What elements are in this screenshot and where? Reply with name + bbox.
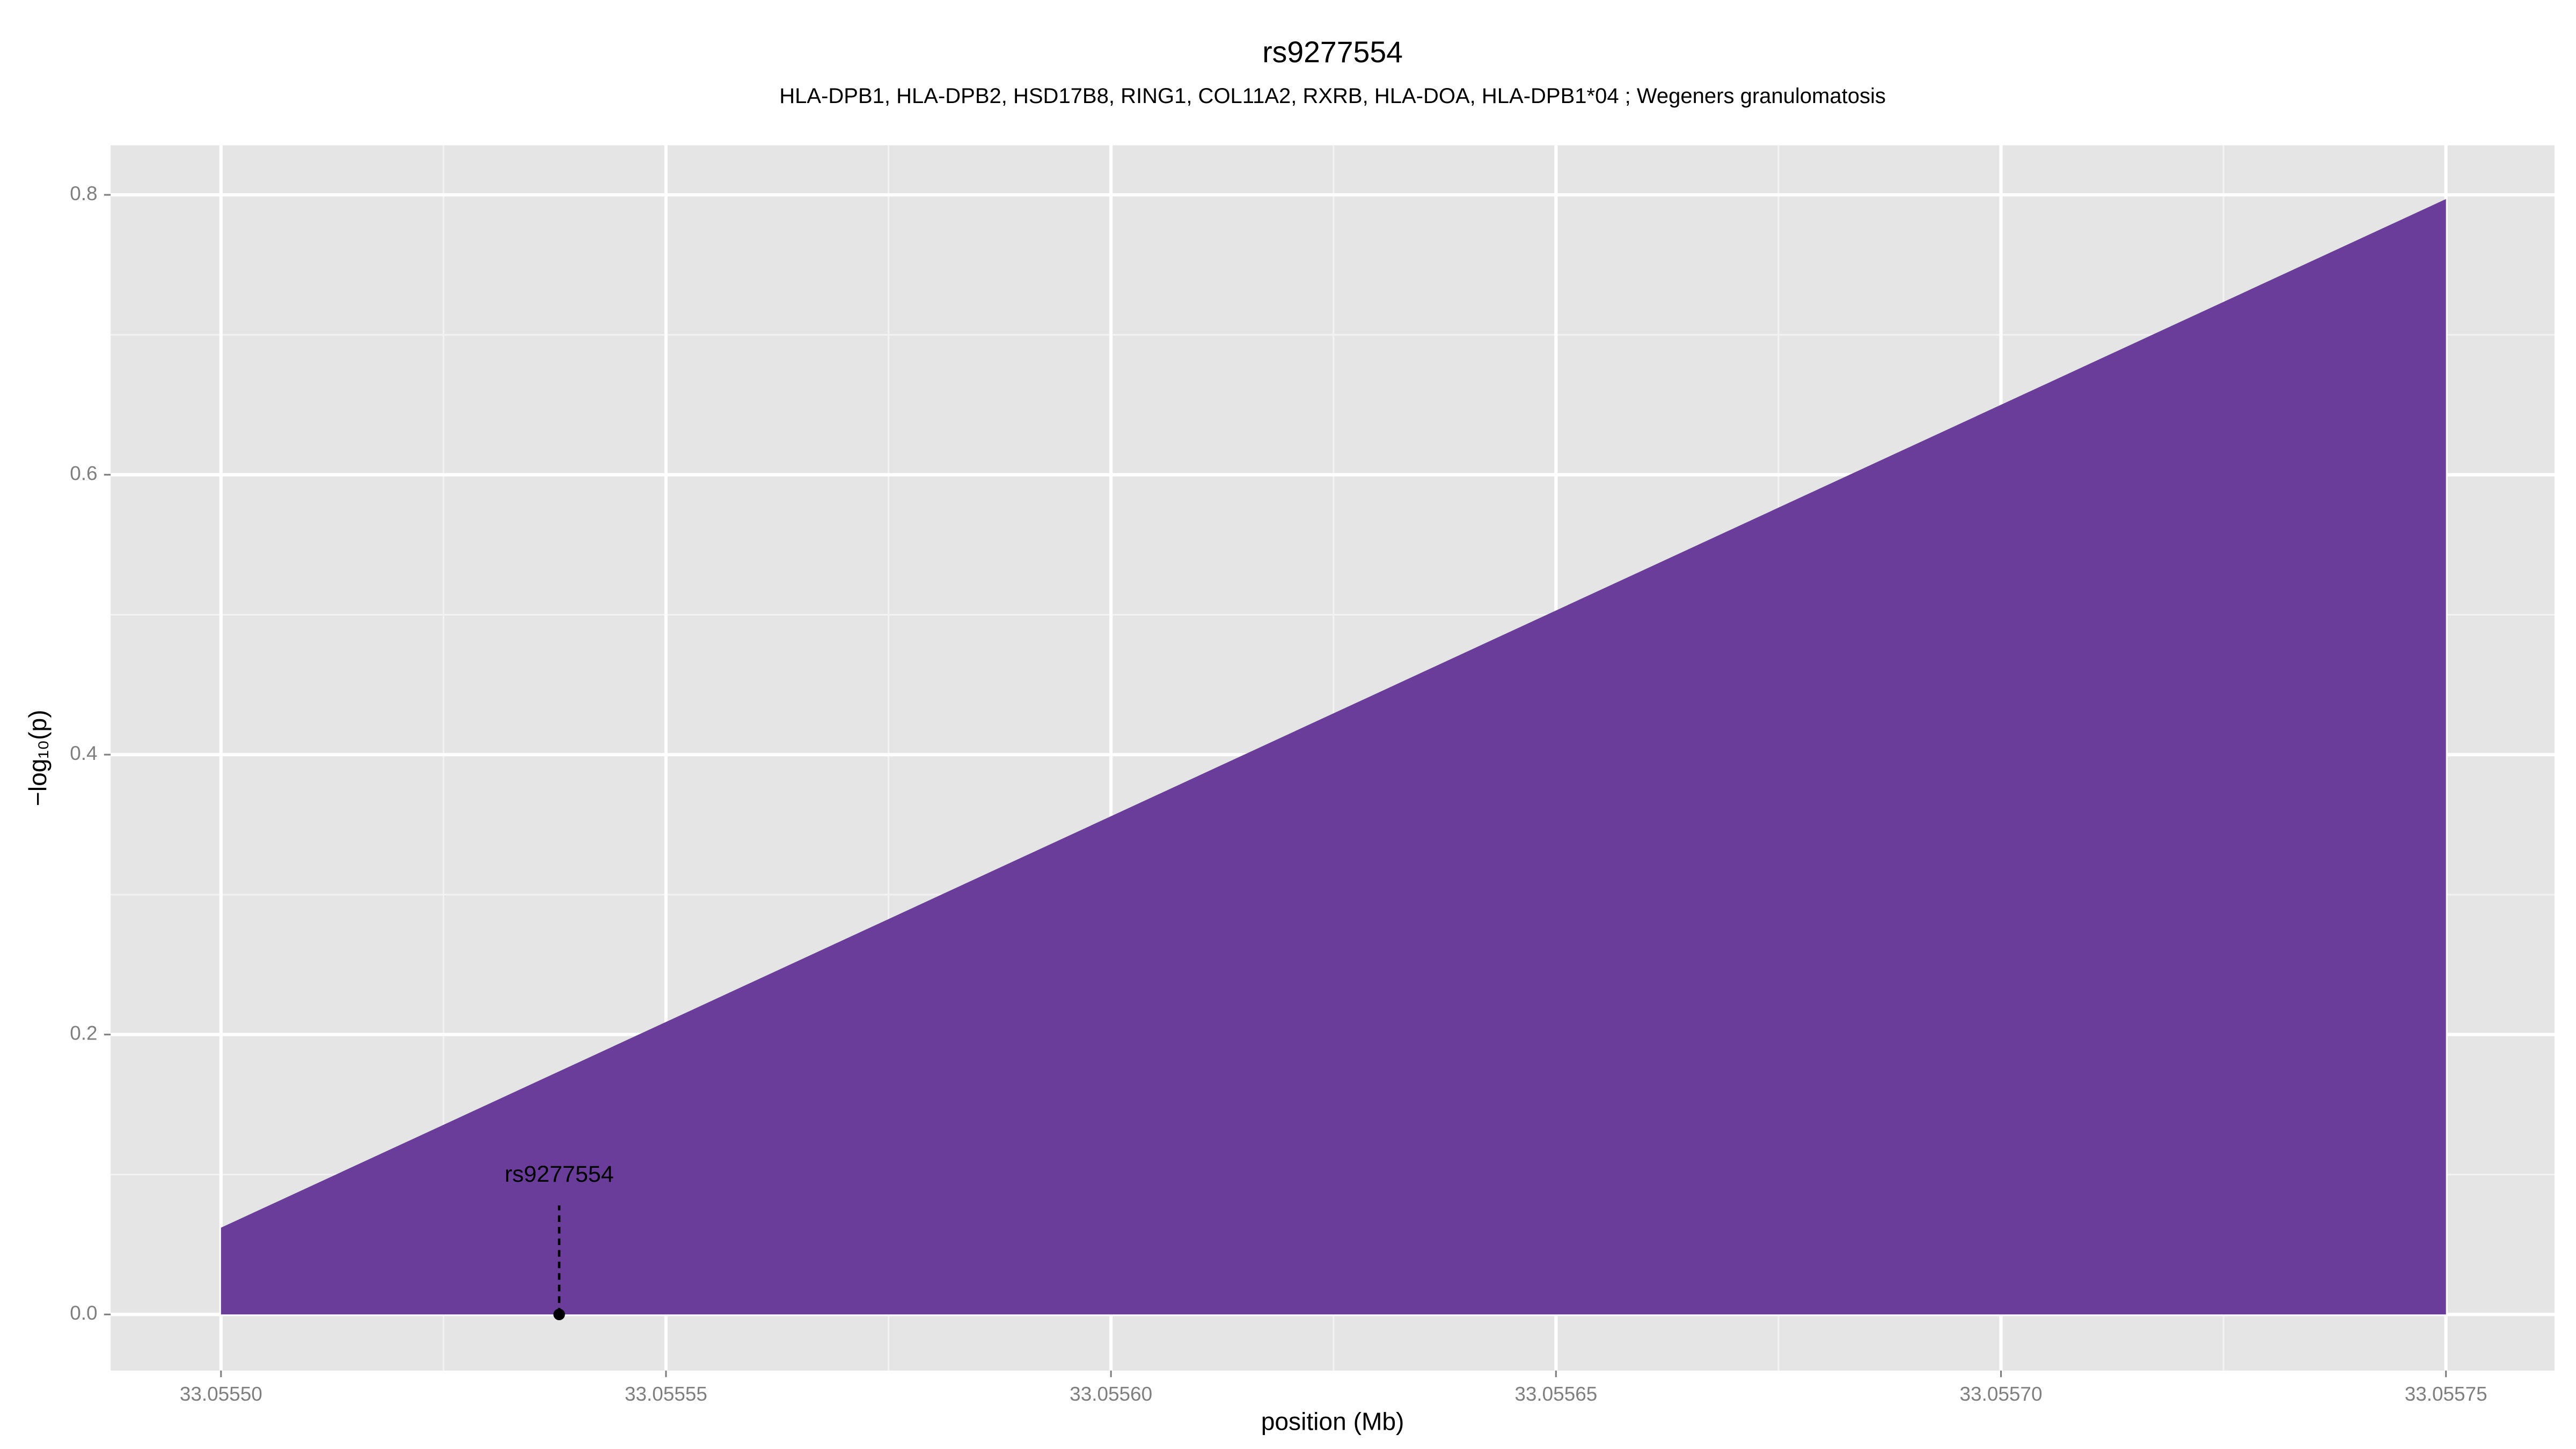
x-tick-label: 33.05560 — [1070, 1383, 1152, 1405]
y-tick-label: 0.4 — [70, 742, 97, 764]
y-axis-title: −log₁₀(p) — [24, 709, 52, 806]
chart-title: rs9277554 — [1262, 35, 1403, 69]
x-tick-label: 33.05565 — [1514, 1383, 1597, 1405]
annotation-label: rs9277554 — [504, 1161, 614, 1187]
y-tick-label: 0.6 — [70, 462, 97, 484]
y-tick-label: 0.2 — [70, 1022, 97, 1044]
x-axis-title: position (Mb) — [1261, 1407, 1404, 1435]
x-tick-label: 33.05555 — [625, 1383, 707, 1405]
area — [221, 199, 2446, 1315]
x-tick-label: 33.05575 — [2405, 1383, 2487, 1405]
annotation-point — [553, 1308, 565, 1321]
y-tick-label: 0.0 — [70, 1302, 97, 1324]
x-tick-label: 33.05550 — [180, 1383, 262, 1405]
marks: rs9277554 — [221, 199, 2446, 1321]
y-tick-label: 0.8 — [70, 182, 97, 204]
chart-subtitle: HLA-DPB1, HLA-DPB2, HSD17B8, RING1, COL1… — [779, 84, 1886, 108]
x-tick-label: 33.05570 — [1960, 1383, 2043, 1405]
